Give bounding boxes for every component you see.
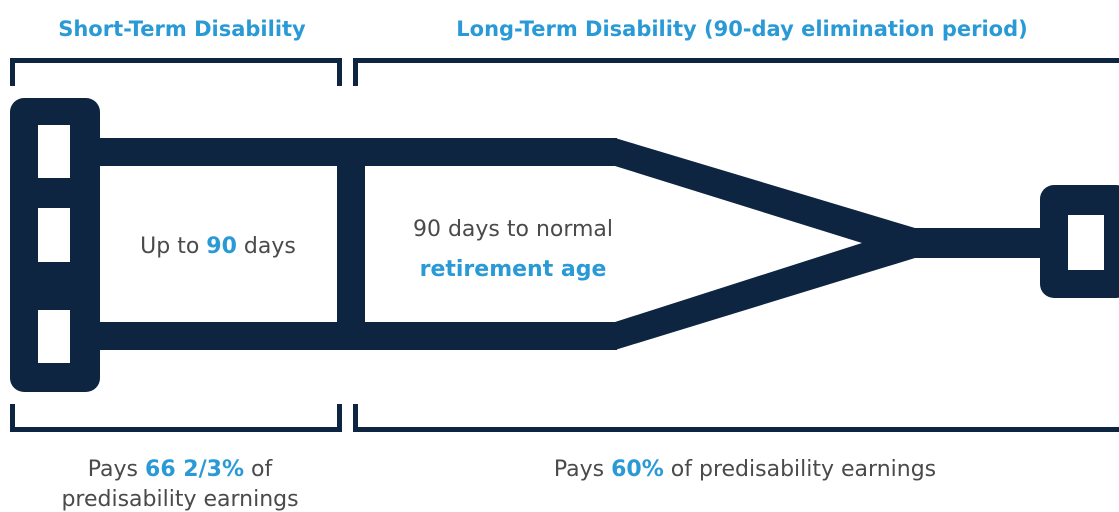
bracket-end [10,58,15,86]
window [38,310,70,363]
text: Pays [554,457,604,482]
short-term-duration: Up to 90 days [140,234,296,259]
bracket-end [353,404,358,432]
highlight: 66 2/3% [145,457,244,482]
short-term-pay: Pays 66 2/3% of [88,457,274,482]
long-term-duration: 90 days to normal [413,217,613,242]
bracket-end [10,404,15,432]
text: of predisability earnings [671,457,936,482]
bracket-end [337,58,342,86]
text: Up to [140,234,199,259]
highlight: 90 [206,234,237,259]
bracket-end [337,404,342,432]
text: days [244,234,296,259]
highlight: 60% [611,457,664,482]
bracket-line [10,427,342,432]
window [38,208,70,262]
text: Pays [88,457,138,482]
bracket-end [353,58,358,86]
barrel-divider [337,138,365,350]
top-brackets [10,58,1119,86]
page: Short-Term Disability Long-Term Disabili… [0,0,1119,512]
short-term-pay-line2: predisability earnings [61,487,298,512]
bracket-line [353,58,1119,63]
barrel-tip [615,138,1045,350]
long-term-duration-highlight: retirement age [420,257,607,282]
bottom-brackets [10,404,1119,432]
short-term-title: Short-Term Disability [58,17,306,41]
window [1068,215,1104,270]
window [38,125,70,178]
bracket-line [10,58,342,63]
long-term-title: Long-Term Disability (90-day elimination… [456,17,1027,41]
diagram: Short-Term Disability Long-Term Disabili… [0,0,1119,512]
bracket-line [353,427,1119,432]
text: of [251,457,273,482]
long-term-pay: Pays 60% of predisability earnings [554,457,936,482]
